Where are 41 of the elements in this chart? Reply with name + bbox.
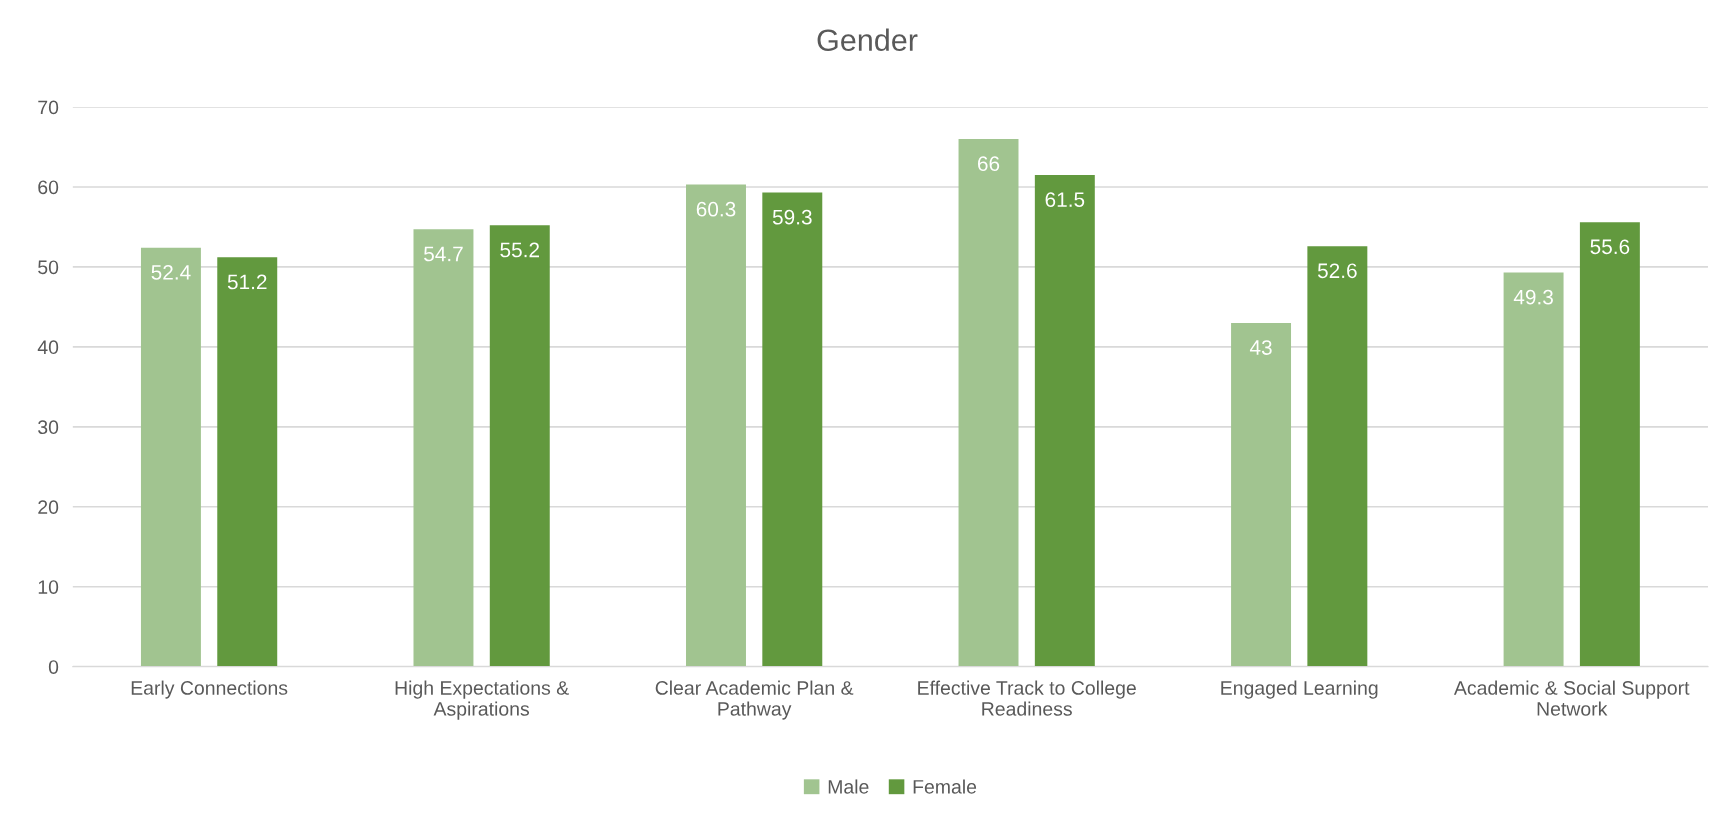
data-label: 49.3	[1513, 289, 1553, 305]
y-tick-label: 60	[38, 180, 59, 195]
y-tick-label: 30	[38, 420, 59, 435]
x-tick-label: Effective Track to College Readiness	[918, 680, 1136, 716]
chart-title: Gender	[817, 28, 918, 52]
data-label: 54.7	[424, 246, 463, 262]
bar	[1503, 272, 1564, 667]
y-tick-label: 50	[38, 260, 59, 275]
y-tick-label: 40	[37, 340, 59, 355]
bar	[489, 225, 550, 667]
x-tick-label: High Expectations & Aspirations	[395, 680, 569, 720]
data-label: 52.4	[151, 264, 191, 280]
bar	[140, 247, 201, 667]
y-tick-label: 0	[48, 660, 59, 674]
bar	[1307, 246, 1368, 667]
data-label: 55.6	[1590, 239, 1630, 255]
bar	[217, 257, 278, 667]
bar	[686, 184, 746, 667]
y-tick-label: 10	[38, 580, 59, 594]
data-label: 60.3	[696, 201, 736, 217]
x-tick-label: Engaged Learning	[1221, 680, 1378, 699]
bar	[413, 229, 474, 667]
bar	[958, 139, 1019, 667]
data-label: 66	[977, 156, 1000, 171]
bar	[1034, 174, 1095, 667]
data-label: 61.5	[1045, 192, 1085, 207]
legend-label: Female	[913, 779, 977, 794]
bar	[1231, 322, 1292, 667]
data-label: 51.2	[227, 274, 267, 290]
data-label: 59.3	[772, 209, 812, 225]
x-tick-label: Academic & Social Support Network	[1453, 680, 1690, 716]
legend-label: Male	[828, 779, 869, 794]
bar	[762, 192, 823, 667]
bar	[1579, 222, 1640, 667]
x-tick-label: Clear Academic Plan & Pathway	[655, 680, 854, 720]
x-tick-label: Early Connections	[131, 680, 288, 699]
data-label: 43	[1249, 340, 1272, 355]
data-label: 55.2	[500, 242, 539, 258]
y-tick-label: 70	[38, 100, 59, 115]
y-tick-label: 20	[38, 500, 59, 515]
data-label: 52.6	[1317, 263, 1357, 279]
